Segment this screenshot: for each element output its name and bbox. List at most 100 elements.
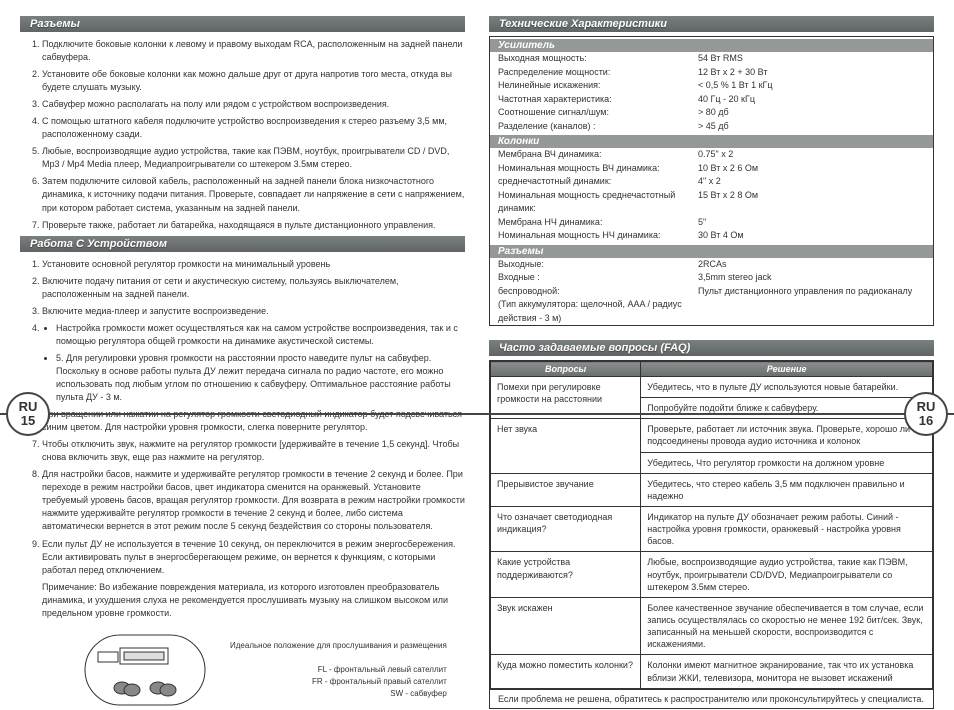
spec-row: Выходные:2RCAs xyxy=(490,258,933,272)
spec-key: Выходная мощность: xyxy=(498,52,698,66)
section-header-faq: Часто задаваемые вопросы (FAQ) xyxy=(489,340,934,356)
faq-answer: Убедитесь, что стерео кабель 3,5 мм подк… xyxy=(641,473,933,506)
list-item: Чтобы отключить звук, нажмите на регулят… xyxy=(42,438,465,464)
page-number: 16 xyxy=(919,414,933,428)
spec-row: беспроводной:Пульт дистанционного управл… xyxy=(490,285,933,299)
bullet-item: Настройка громкости может осуществляться… xyxy=(56,322,465,348)
spec-key: Разделение (каналов) : xyxy=(498,120,698,134)
spec-key: Нелинейные искажения: xyxy=(498,79,698,93)
faq-answer: Убедитесь, Что регулятор громкости на до… xyxy=(641,452,933,473)
spec-row: Нелинейные искажения:< 0,5 % 1 Вт 1 кГц xyxy=(490,79,933,93)
spec-subheader: Усилитель xyxy=(490,39,933,52)
list-item: Установите основной регулятор громкости … xyxy=(42,258,465,271)
faq-question: Нет звука xyxy=(491,419,641,473)
spec-key: (Тип аккумулятора: щелочной, AAA / радиу… xyxy=(498,298,698,325)
spec-row: (Тип аккумулятора: щелочной, AAA / радиу… xyxy=(490,298,933,325)
legend-sw: SW - сабвуфер xyxy=(230,688,447,700)
spec-value: 30 Вт 4 Ом xyxy=(698,229,925,243)
spec-value: > 45 дб xyxy=(698,120,925,134)
spec-row: Мембрана ВЧ динамика:0.75" x 2 xyxy=(490,148,933,162)
faq-question: Что означает светодиодная индикация? xyxy=(491,506,641,551)
speaker-layout-icon xyxy=(80,630,210,710)
spec-row: Частотная характеристика:40 Гц - 20 кГц xyxy=(490,93,933,107)
spec-value: < 0,5 % 1 Вт 1 кГц xyxy=(698,79,925,93)
faq-answer: Убедитесь, что в пульте ДУ используются … xyxy=(641,377,933,398)
list-item: Затем подключите силовой кабель, располо… xyxy=(42,175,465,214)
spec-row: Соотношение сигнал/шум:> 80 дб xyxy=(490,106,933,120)
faq-answer: Более качественное звучание обеспечивает… xyxy=(641,597,933,655)
spec-key: Распределение мощности: xyxy=(498,66,698,80)
faq-answer: Индикатор на пульте ДУ обозначает режим … xyxy=(641,506,933,551)
spec-row: Номинальная мощность ВЧ динамика:10 Вт x… xyxy=(490,162,933,176)
lang-code: RU xyxy=(917,400,936,414)
table-row: Помехи при регулировке громкости на расс… xyxy=(491,377,933,398)
list-item: Подключите боковые колонки к левому и пр… xyxy=(42,38,465,64)
spec-key: Соотношение сигнал/шум: xyxy=(498,106,698,120)
page-badge: RU 15 xyxy=(6,392,50,436)
faq-header-a: Решение xyxy=(641,362,933,377)
spec-row: Мембрана НЧ динамика:5" xyxy=(490,216,933,230)
spec-key: Входные : xyxy=(498,271,698,285)
spec-value: 10 Вт x 2 6 Ом xyxy=(698,162,925,176)
list-item: Любые, воспроизводящие аудио устройства,… xyxy=(42,145,465,171)
table-row: Звук искаженБолее качественное звучание … xyxy=(491,597,933,655)
list-item: Для настройки басов, нажмите и удерживай… xyxy=(42,468,465,533)
spec-row: среднечастотный динамик:4" x 2 xyxy=(490,175,933,189)
list-item: Если пульт ДУ не используется в течение … xyxy=(42,538,465,577)
table-row: Куда можно поместить колонки?Колонки име… xyxy=(491,655,933,688)
page-badge: RU 16 xyxy=(904,392,948,436)
table-row: Какие устройства поддерживаются?Любые, в… xyxy=(491,552,933,597)
spec-key: Мембрана НЧ динамика: xyxy=(498,216,698,230)
spec-value: Пульт дистанционного управления по радио… xyxy=(698,285,925,299)
spec-value: 0.75" x 2 xyxy=(698,148,925,162)
placement-diagram: Идеальное положение для прослушивания и … xyxy=(20,630,465,710)
lang-code: RU xyxy=(19,400,38,414)
spec-key: среднечастотный динамик: xyxy=(498,175,698,189)
spec-key: Номинальная мощность ВЧ динамика: xyxy=(498,162,698,176)
table-row: Нет звукаПроверьте, работает ли источник… xyxy=(491,419,933,452)
legend-fr: FR - фронтальный правый сателлит xyxy=(230,676,447,688)
diagram-labels: Идеальное положение для прослушивания и … xyxy=(230,640,447,700)
spec-key: Частотная характеристика: xyxy=(498,93,698,107)
faq-header-q: Вопросы xyxy=(491,362,641,377)
spec-value: 15 Вт x 2 8 Ом xyxy=(698,189,925,216)
faq-table: Вопросы Решение Помехи при регулировке г… xyxy=(490,361,933,689)
spec-key: Мембрана ВЧ динамика: xyxy=(498,148,698,162)
spec-value: 2RCAs xyxy=(698,258,925,272)
spec-row: Разделение (каналов) :> 45 дб xyxy=(490,120,933,134)
faq-question: Прерывистое звучание xyxy=(491,473,641,506)
list-item: При вращении или нажатии на регулятор гр… xyxy=(42,408,465,434)
section-header-connectors: Разъемы xyxy=(20,16,465,32)
legend-fl: FL - фронтальный левый сателлит xyxy=(230,664,447,676)
divider xyxy=(474,413,954,415)
divider xyxy=(0,413,480,415)
faq-answer: Попробуйте подойти ближе к сабвуферу. xyxy=(641,398,933,419)
spec-value: > 80 дб xyxy=(698,106,925,120)
list-item: Настройка громкости может осуществляться… xyxy=(42,322,465,404)
faq-footer: Если проблема не решена, обратитесь к ра… xyxy=(490,689,933,708)
spec-value: 3,5mm stereo jack xyxy=(698,271,925,285)
faq-answer: Колонки имеют магнитное экранирование, т… xyxy=(641,655,933,688)
spec-row: Номинальная мощность НЧ динамика:30 Вт 4… xyxy=(490,229,933,243)
list-item: Включите подачу питания от сети и акусти… xyxy=(42,275,465,301)
spec-key: беспроводной: xyxy=(498,285,698,299)
table-row: Прерывистое звучаниеУбедитесь, что стере… xyxy=(491,473,933,506)
spec-value: 54 Вт RMS xyxy=(698,52,925,66)
spec-row: Выходная мощность:54 Вт RMS xyxy=(490,52,933,66)
page-right: RU 16 Технические Характеристики Усилите… xyxy=(489,12,934,667)
spec-value: 4" x 2 xyxy=(698,175,925,189)
spec-table: УсилительВыходная мощность:54 Вт RMSРасп… xyxy=(489,36,934,326)
diagram-heading: Идеальное положение для прослушивания и … xyxy=(230,640,447,652)
table-row: Что означает светодиодная индикация?Инди… xyxy=(491,506,933,551)
operation-list: Установите основной регулятор громкости … xyxy=(42,258,465,577)
spec-row: Входные :3,5mm stereo jack xyxy=(490,271,933,285)
spec-key: Номинальная мощность среднечастотный дин… xyxy=(498,189,698,216)
faq-question: Звук искажен xyxy=(491,597,641,655)
spec-key: Номинальная мощность НЧ динамика: xyxy=(498,229,698,243)
spec-value: 12 Вт x 2 + 30 Вт xyxy=(698,66,925,80)
spec-key: Выходные: xyxy=(498,258,698,272)
list-item: Установите обе боковые колонки как можно… xyxy=(42,68,465,94)
page-left: RU 15 Разъемы Подключите боковые колонки… xyxy=(20,12,465,667)
faq-question: Куда можно поместить колонки? xyxy=(491,655,641,688)
list-item: С помощью штатного кабеля подключите уст… xyxy=(42,115,465,141)
